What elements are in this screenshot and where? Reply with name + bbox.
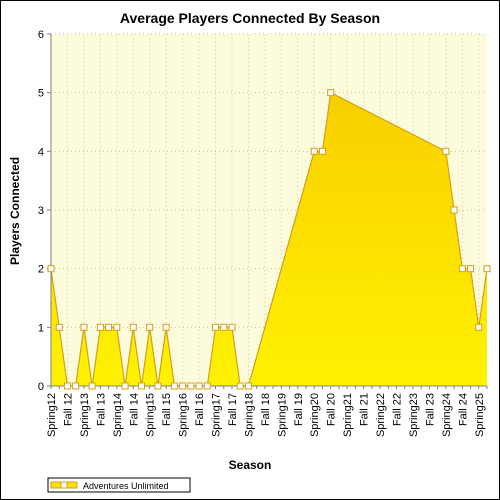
x-tick-label: Fall 12 [62,393,74,426]
y-tick-labels: 0 1 2 3 4 5 6 [38,29,51,393]
x-tick-label: Spring15 [145,393,157,437]
y-tick-label: 4 [38,146,44,158]
data-point [244,382,252,390]
data-point [442,147,450,155]
data-point [170,382,178,390]
data-point [220,323,228,331]
x-axis-label: Season [229,458,272,472]
y-axis-label: Players Connected [8,157,22,265]
x-tick-label: Fall 21 [359,393,371,426]
y-tick-label: 6 [38,29,44,41]
y-tick-label: 2 [38,264,44,276]
x-tick-label: Spring12 [46,393,58,437]
data-point [105,323,113,331]
x-tick-label: Spring18 [243,393,255,437]
data-point [203,382,211,390]
y-tick-label: 5 [38,88,44,100]
data-point [236,382,244,390]
x-tick-label: Fall 14 [128,393,140,426]
x-tick-label: Spring16 [178,393,190,437]
x-tick-label: Spring25 [474,393,486,437]
legend-entry: Adventures Unlimited [83,481,169,491]
data-point [55,323,63,331]
x-tick-label: Fall 15 [161,393,173,426]
x-tick-label: Spring22 [375,393,387,437]
data-point [187,382,195,390]
x-tick-label: Spring24 [441,393,453,437]
legend-box [47,477,191,493]
chart-title: Average Players Connected By Season [120,10,380,26]
x-tick-label: Fall 22 [392,393,404,426]
x-tick-label: Spring23 [408,393,420,437]
x-tick-label: Fall 13 [95,393,107,426]
data-point [458,265,466,273]
x-tick-label: Fall 23 [424,393,436,426]
x-tick-label: Fall 18 [260,393,272,426]
data-point [162,323,170,331]
x-tick-label: Spring17 [211,393,223,437]
data-markers [47,89,491,390]
data-point [129,323,137,331]
x-tick-label: Spring20 [309,393,321,437]
x-tick-label: Spring13 [79,393,91,437]
legend: Adventures Unlimited [47,477,191,493]
data-point [327,89,335,97]
x-tick-label: Fall 24 [457,393,469,426]
y-tick-label: 1 [38,322,44,334]
data-point [88,382,96,390]
data-point [212,323,220,331]
x-tick-labels: Spring12 Fall 12 Spring13 Fall 13 Spring14 Fa… [46,386,488,437]
series-area [51,92,487,387]
x-tick-label: Fall 20 [326,393,338,426]
data-point [318,147,326,155]
y-tick-label: 0 [38,381,44,393]
data-point [450,206,458,214]
data-point [72,382,80,390]
data-point [154,382,162,390]
data-point [179,382,187,390]
y-tick-label: 3 [38,205,44,217]
x-tick-label: Fall 16 [194,393,206,426]
data-point [483,265,491,273]
x-tick-label: Fall 19 [293,393,305,426]
x-tick-label: Fall 17 [227,393,239,426]
x-tick-label: Spring19 [276,393,288,437]
data-point [310,147,318,155]
data-point [121,382,129,390]
data-point [113,323,121,331]
x-tick-label: Spring14 [112,393,124,437]
data-point [137,382,145,390]
data-point [146,323,154,331]
data-point [475,323,483,331]
data-point [96,323,104,331]
data-point [467,265,475,273]
data-point [47,265,55,273]
legend-marker [60,481,68,489]
data-point [195,382,203,390]
data-point [63,382,71,390]
data-point [228,323,236,331]
x-tick-label: Spring21 [342,393,354,437]
data-point [80,323,88,331]
